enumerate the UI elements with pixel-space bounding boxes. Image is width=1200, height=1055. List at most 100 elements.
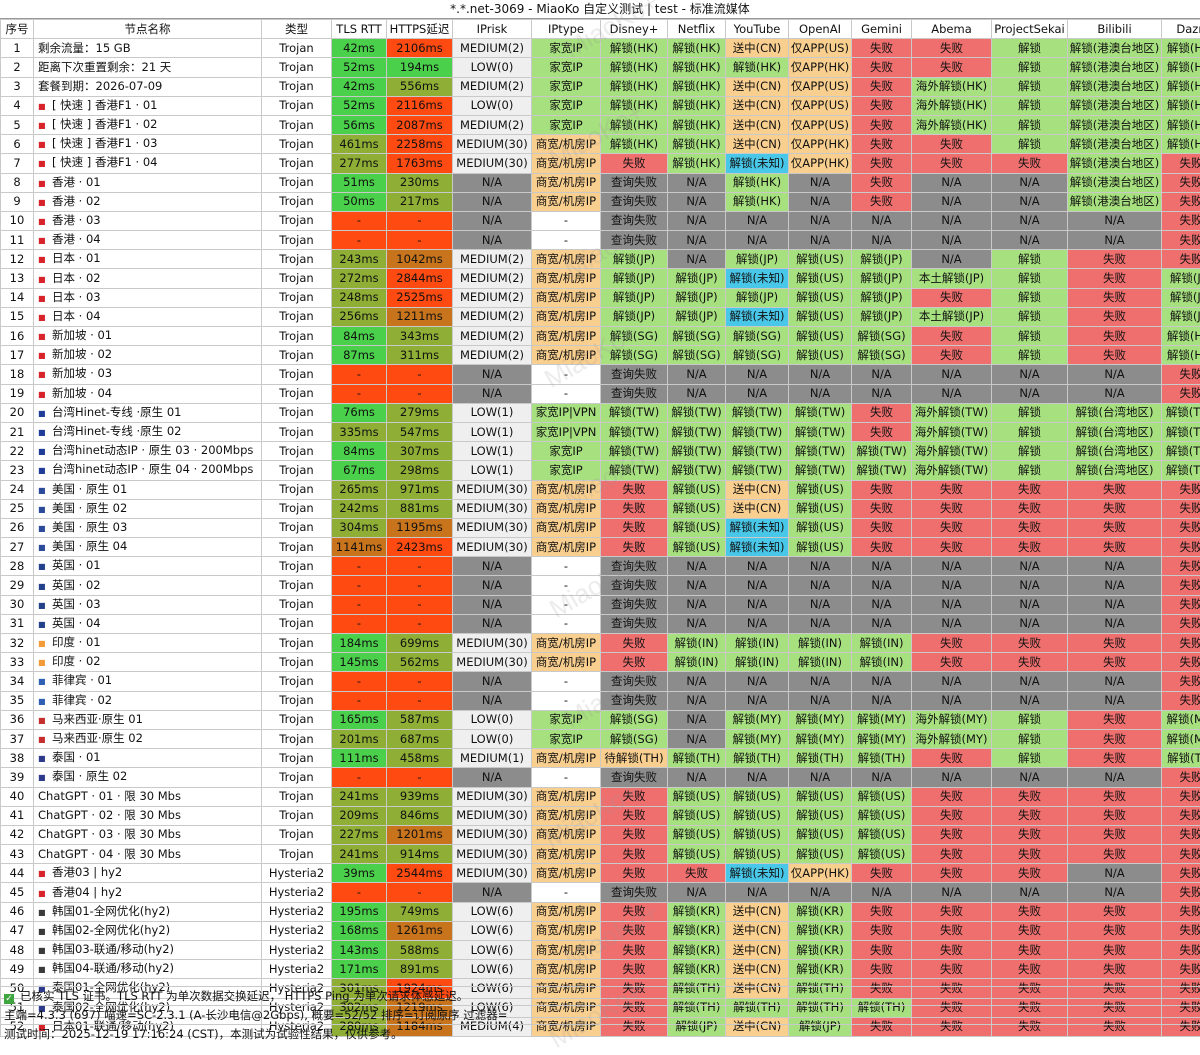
unlock-status: 解锁(MY) [789, 729, 852, 748]
node-name: 套餐到期：2026-07-09 [34, 77, 262, 96]
column-header: HTTPS延迟 [387, 20, 453, 39]
unlock-status: 失败 [992, 634, 1068, 653]
unlock-status: 失败 [852, 192, 912, 211]
flag-icon: ■ [38, 155, 48, 172]
flag-icon: ■ [38, 175, 48, 192]
unlock-status: 海外解锁(TW) [912, 461, 992, 480]
flag-icon: ■ [38, 213, 48, 230]
node-name-text: 美国 · 原生 03 [52, 520, 127, 534]
unlock-status: N/A [789, 173, 852, 192]
node-name: ■菲律宾 · 01 [34, 672, 262, 691]
https-latency: 846ms [387, 806, 453, 825]
row-index: 48 [1, 941, 34, 960]
unlock-status: 失败 [1162, 231, 1200, 250]
unlock-status: 解锁(TH) [726, 749, 789, 768]
unlock-status: N/A [992, 384, 1068, 403]
unlock-status: 失败 [852, 115, 912, 134]
https-latency: - [387, 691, 453, 710]
unlock-status: 解锁(KR) [668, 921, 726, 940]
https-latency: 587ms [387, 710, 453, 729]
flag-icon: ■ [38, 501, 48, 518]
unlock-status: 失败 [912, 346, 992, 365]
node-name-text: 英国 · 03 [52, 597, 101, 611]
flag-icon: ■ [38, 673, 48, 690]
unlock-status: 失败 [912, 749, 992, 768]
unlock-status: 送中(CN) [726, 96, 789, 115]
unlock-status: 失败 [1068, 346, 1162, 365]
node-name-text: 美国 · 原生 01 [52, 482, 127, 496]
unlock-status: 解锁(HK) [668, 115, 726, 134]
unlock-status: 解锁(IN) [852, 634, 912, 653]
unlock-status: 失败 [852, 902, 912, 921]
unlock-status: 解锁(HK) [601, 115, 668, 134]
unlock-status: 解锁(港澳台地区) [1068, 77, 1162, 96]
unlock-status: 解锁(TW) [601, 422, 668, 441]
unlock-status: N/A [912, 211, 992, 230]
unlock-status: 解锁(HK) [726, 58, 789, 77]
unlock-status: 送中(CN) [726, 77, 789, 96]
node-name-text: [ 快速 ] 香港F1 · 02 [52, 117, 157, 131]
unlock-status: N/A [992, 173, 1068, 192]
ip-risk: LOW(1) [453, 461, 532, 480]
unlock-status: 失败 [1162, 211, 1200, 230]
tls-rtt: 42ms [332, 39, 387, 58]
unlock-status: 解锁(TW) [1162, 442, 1200, 461]
https-latency: 939ms [387, 787, 453, 806]
unlock-status: 失败 [912, 845, 992, 864]
unlock-status: 解锁(台湾地区) [1068, 461, 1162, 480]
unlock-status: 查询失败 [601, 192, 668, 211]
unlock-status: 解锁(HK) [601, 96, 668, 115]
unlock-status: 失败 [852, 77, 912, 96]
node-name: ■香港04 | hy2 [34, 883, 262, 902]
https-latency: 749ms [387, 902, 453, 921]
unlock-status: 失败 [1162, 154, 1200, 173]
unlock-status: 解锁(HK) [668, 77, 726, 96]
unlock-status: 失败 [992, 825, 1068, 844]
unlock-status: N/A [992, 557, 1068, 576]
unlock-status: 解锁 [992, 307, 1068, 326]
unlock-status: 送中(CN) [726, 921, 789, 940]
unlock-status: N/A [1068, 231, 1162, 250]
unlock-status: 仅APP(US) [789, 115, 852, 134]
unlock-status: 失败 [1162, 173, 1200, 192]
unlock-status: 失败 [601, 941, 668, 960]
row-index: 8 [1, 173, 34, 192]
node-type: Trojan [262, 346, 332, 365]
node-name-text: 新加坡 · 01 [52, 328, 112, 342]
unlock-status: N/A [992, 883, 1068, 902]
https-latency: 547ms [387, 422, 453, 441]
unlock-status: N/A [852, 614, 912, 633]
row-index: 3 [1, 77, 34, 96]
unlock-status: 解锁(KR) [789, 921, 852, 940]
unlock-status: N/A [1068, 595, 1162, 614]
tls-rtt: 304ms [332, 518, 387, 537]
ip-risk: MEDIUM(30) [453, 538, 532, 557]
node-name-text: 套餐到期：2026-07-09 [38, 79, 162, 93]
unlock-status: N/A [668, 365, 726, 384]
unlock-status: N/A [668, 576, 726, 595]
row-index: 41 [1, 806, 34, 825]
node-name-text: 台湾Hinet-专线 ·原生 02 [52, 424, 181, 438]
unlock-status: 解锁(SG) [601, 729, 668, 748]
tls-rtt: 87ms [332, 346, 387, 365]
unlock-status: 失败 [852, 39, 912, 58]
row-index: 20 [1, 403, 34, 422]
ip-type: 商宽/机房IP [532, 518, 601, 537]
unlock-status: 解锁 [992, 269, 1068, 288]
unlock-status: N/A [668, 192, 726, 211]
unlock-status: 失败 [912, 39, 992, 58]
row-index: 2 [1, 58, 34, 77]
node-name-text: 香港04 | hy2 [52, 885, 122, 899]
ip-type: 商宽/机房IP [532, 864, 601, 883]
node-name-text: 马来西亚·原生 02 [52, 731, 143, 745]
ip-type: 商宽/机房IP [532, 327, 601, 346]
unlock-status: N/A [1068, 211, 1162, 230]
node-name-text: 香港 · 02 [52, 194, 101, 208]
unlock-status: 失败 [1162, 941, 1200, 960]
unlock-status: 解锁(HK) [1162, 327, 1200, 346]
unlock-status: 失败 [1162, 576, 1200, 595]
ip-risk: N/A [453, 192, 532, 211]
unlock-status: 解锁(HK) [601, 77, 668, 96]
flag-icon: ■ [38, 578, 48, 595]
